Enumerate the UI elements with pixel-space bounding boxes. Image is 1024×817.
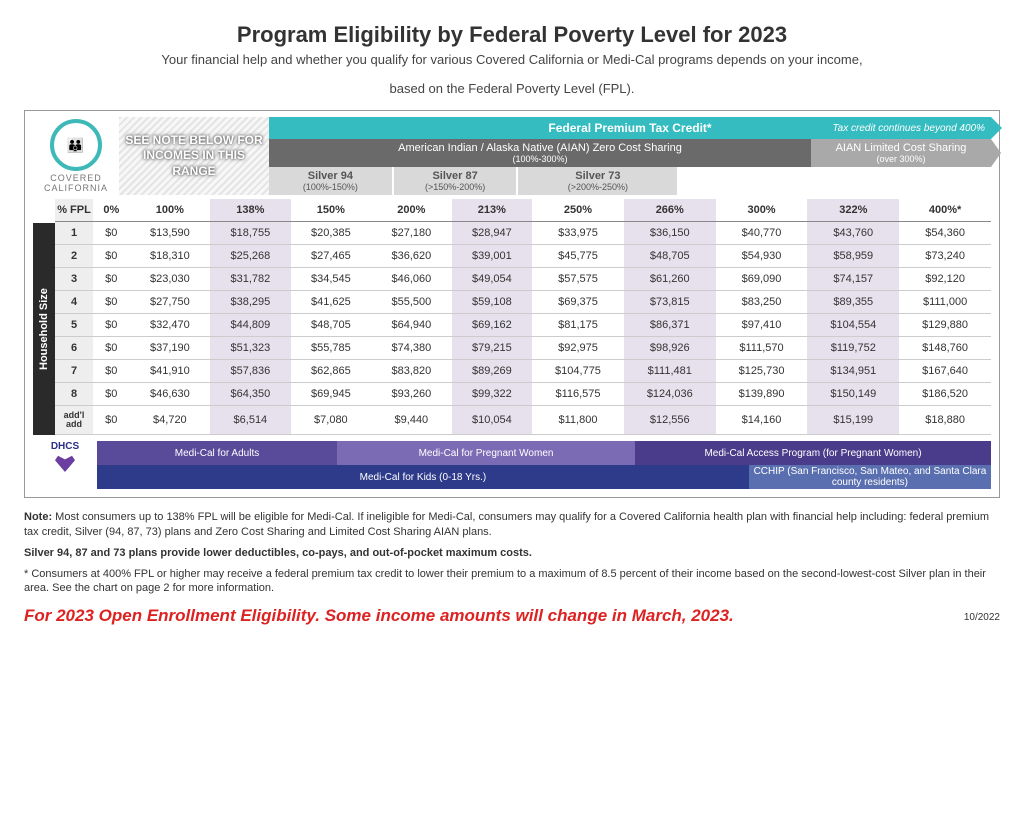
household-size-label: Household Size <box>33 223 55 435</box>
dhcs-logo: DHCS <box>33 441 97 489</box>
table-row: add'l add$0$4,720$6,514$7,080$9,440$10,0… <box>55 406 991 435</box>
table-row: 7$0$41,910$57,836$62,865$83,820$89,269$1… <box>55 360 991 383</box>
tax-credit-continues: Tax credit continues beyond 400% <box>832 123 985 134</box>
table-row: 4$0$27,750$38,295$41,625$55,500$59,108$6… <box>55 291 991 314</box>
subtitle-1: Your financial help and whether you qual… <box>24 52 1000 67</box>
cchip-band: CCHIP (San Francisco, San Mateo, and San… <box>749 465 991 489</box>
medi-cal-kids-band: Medi-Cal for Kids (0-18 Yrs.) <box>97 465 749 489</box>
fpl-table: % FPL0%100%138%150%200%213%250%266%300%3… <box>55 199 991 435</box>
logo-text-1: COVERED <box>50 173 102 183</box>
silver-note: Silver 94, 87 and 73 plans provide lower… <box>24 547 532 559</box>
table-row: 6$0$37,190$51,323$55,785$74,380$79,215$9… <box>55 337 991 360</box>
asterisk-note: * Consumers at 400% FPL or higher may re… <box>24 567 1000 597</box>
table-row: 8$0$46,630$64,350$69,945$93,260$99,322$1… <box>55 383 991 406</box>
medi-cal-pregnant-band: Medi-Cal for Pregnant Women <box>337 441 635 465</box>
subtitle-2: based on the Federal Poverty Level (FPL)… <box>24 81 1000 96</box>
medi-cal-adults-band: Medi-Cal for Adults <box>97 441 337 465</box>
table-row: 5$0$32,470$44,809$48,705$64,940$69,162$8… <box>55 314 991 337</box>
aian-zero-cost-band: American Indian / Alaska Native (AIAN) Z… <box>269 139 811 167</box>
table-row: 2$0$18,310$25,268$27,465$36,620$39,001$4… <box>55 245 991 268</box>
see-note-box: SEE NOTE BELOW FOR INCOMES IN THIS RANGE <box>119 117 269 195</box>
doc-date: 10/2022 <box>964 612 1000 623</box>
main-box: 👪 COVERED CALIFORNIA SEE NOTE BELOW FOR … <box>24 110 1000 498</box>
footnotes: Note: Most consumers up to 138% FPL will… <box>24 510 1000 596</box>
table-row: 3$0$23,030$31,782$34,545$46,060$49,054$5… <box>55 268 991 291</box>
premium-tax-credit-band: Federal Premium Tax Credit* Tax credit c… <box>269 117 991 139</box>
covered-ca-logo: 👪 COVERED CALIFORNIA <box>33 117 119 195</box>
silver-plans-row: Silver 94(100%-150%) Silver 87(>150%-200… <box>269 167 991 195</box>
logo-text-2: CALIFORNIA <box>44 183 108 193</box>
enrollment-warning: For 2023 Open Enrollment Eligibility. So… <box>24 606 1000 626</box>
medi-cal-access-band: Medi-Cal Access Program (for Pregnant Wo… <box>635 441 991 465</box>
aian-limited-band: AIAN Limited Cost Sharing(over 300%) <box>811 139 991 167</box>
table-row: 1$0$13,590$18,755$20,385$27,180$28,947$3… <box>55 222 991 245</box>
page-title: Program Eligibility by Federal Poverty L… <box>24 22 1000 48</box>
